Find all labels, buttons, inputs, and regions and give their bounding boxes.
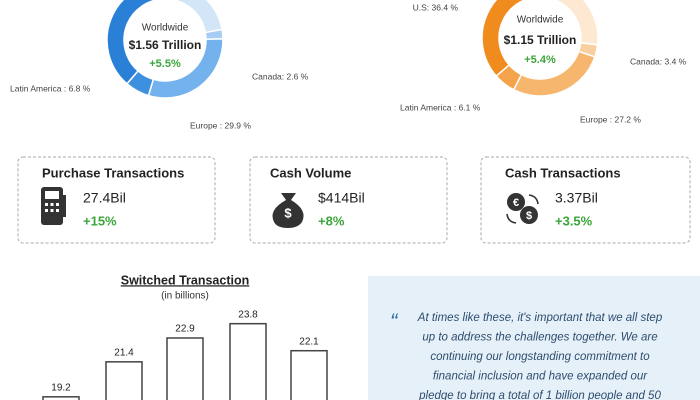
card-title: Cash Volume bbox=[270, 165, 351, 180]
card-change: +15% bbox=[83, 213, 117, 228]
segment-label: Latin America : 6.1 % bbox=[400, 102, 481, 112]
money-bag-icon: $ bbox=[272, 193, 304, 228]
bar bbox=[229, 322, 267, 400]
bar-chart-subtitle: (in billions) bbox=[161, 291, 209, 302]
card-title: Purchase Transactions bbox=[42, 165, 184, 180]
center-total: $1.15 Trillion bbox=[504, 33, 577, 47]
segment-label: Canada: 3.4 % bbox=[630, 56, 687, 66]
quote-line: pledge to bring a total of 1 billion peo… bbox=[418, 390, 661, 400]
segment-label: Europe : 27.2 % bbox=[580, 114, 641, 124]
bar bbox=[166, 337, 204, 400]
quote-line: financial inclusion and have expanded ou… bbox=[433, 371, 648, 383]
segment-label: AP/MEA: 22.1 % bbox=[245, 0, 309, 1]
quote-box bbox=[368, 276, 700, 400]
quote-line: continuing our longstanding commitment t… bbox=[430, 351, 650, 363]
card-change: +8% bbox=[318, 213, 345, 228]
segment-label: U.S: 36.4 % bbox=[413, 2, 459, 12]
card-title: Cash Transactions bbox=[505, 165, 621, 180]
bar bbox=[290, 349, 328, 400]
center-label: Worldwide bbox=[142, 23, 189, 34]
center-change: +5.5% bbox=[149, 58, 181, 70]
center-label: Worldwide bbox=[517, 15, 564, 26]
bar-value-label: 19.2 bbox=[51, 382, 71, 393]
bar-value-label: 21.4 bbox=[114, 347, 134, 358]
svg-text:€: € bbox=[513, 197, 519, 209]
card-change: +3.5% bbox=[555, 213, 593, 228]
segment-label: Europe : 29.9 % bbox=[190, 120, 251, 130]
quote-line: up to address the challenges together. W… bbox=[422, 332, 657, 344]
segment-label: Canada: 2.6 % bbox=[252, 71, 309, 81]
bar bbox=[105, 361, 143, 400]
card bbox=[249, 156, 448, 244]
segment-label: U.S: 38.6 % bbox=[50, 0, 96, 1]
bar-value-label: 22.9 bbox=[175, 324, 195, 335]
exchange-icon: € $ bbox=[506, 193, 539, 224]
quote-line: At times like these, it's important that… bbox=[417, 312, 663, 324]
bar bbox=[42, 396, 80, 400]
donut-segment bbox=[106, 0, 162, 85]
card-value: 3.37Bil bbox=[555, 190, 598, 206]
center-change: +5.4% bbox=[524, 54, 556, 66]
segment-label: Latin America : 6.8 % bbox=[10, 83, 91, 93]
bar-chart-title: Switched Transaction bbox=[121, 273, 250, 287]
card-value: 27.4Bil bbox=[83, 190, 126, 206]
quote-mark: “ bbox=[390, 309, 399, 334]
bar-value-label: 22.1 bbox=[299, 336, 319, 347]
svg-text:$: $ bbox=[284, 205, 292, 220]
donut-segment bbox=[481, 0, 527, 78]
terminal-icon bbox=[41, 187, 66, 225]
card bbox=[17, 156, 216, 244]
center-total: $1.56 Trillion bbox=[129, 38, 202, 52]
card-value: $414Bil bbox=[318, 190, 365, 206]
svg-text:$: $ bbox=[526, 210, 532, 222]
bar-value-label: 23.8 bbox=[238, 309, 258, 320]
